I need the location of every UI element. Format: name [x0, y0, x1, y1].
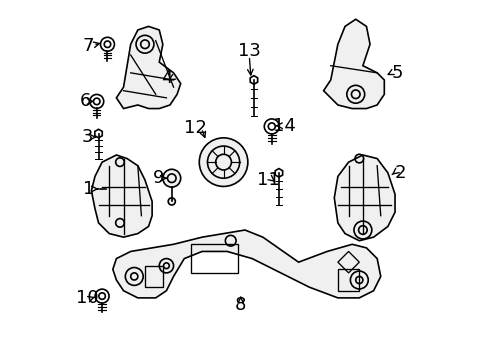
Text: 5: 5 [391, 64, 403, 82]
Text: 4: 4 [161, 69, 172, 87]
Text: 8: 8 [235, 296, 246, 314]
Circle shape [168, 198, 175, 205]
Polygon shape [323, 19, 384, 109]
Text: 13: 13 [238, 42, 261, 60]
Text: 9: 9 [153, 169, 164, 187]
Polygon shape [334, 155, 395, 241]
Text: 2: 2 [394, 164, 406, 182]
Polygon shape [117, 26, 181, 109]
Text: 10: 10 [76, 289, 98, 307]
Text: 6: 6 [79, 93, 91, 111]
Text: 11: 11 [257, 171, 280, 189]
Circle shape [163, 169, 181, 187]
Polygon shape [92, 155, 152, 237]
Text: 12: 12 [184, 119, 207, 137]
Polygon shape [113, 230, 381, 298]
Text: 3: 3 [81, 128, 93, 146]
Text: 7: 7 [82, 37, 94, 55]
Text: 14: 14 [273, 117, 296, 135]
Text: 1: 1 [83, 180, 95, 198]
Circle shape [199, 138, 248, 186]
